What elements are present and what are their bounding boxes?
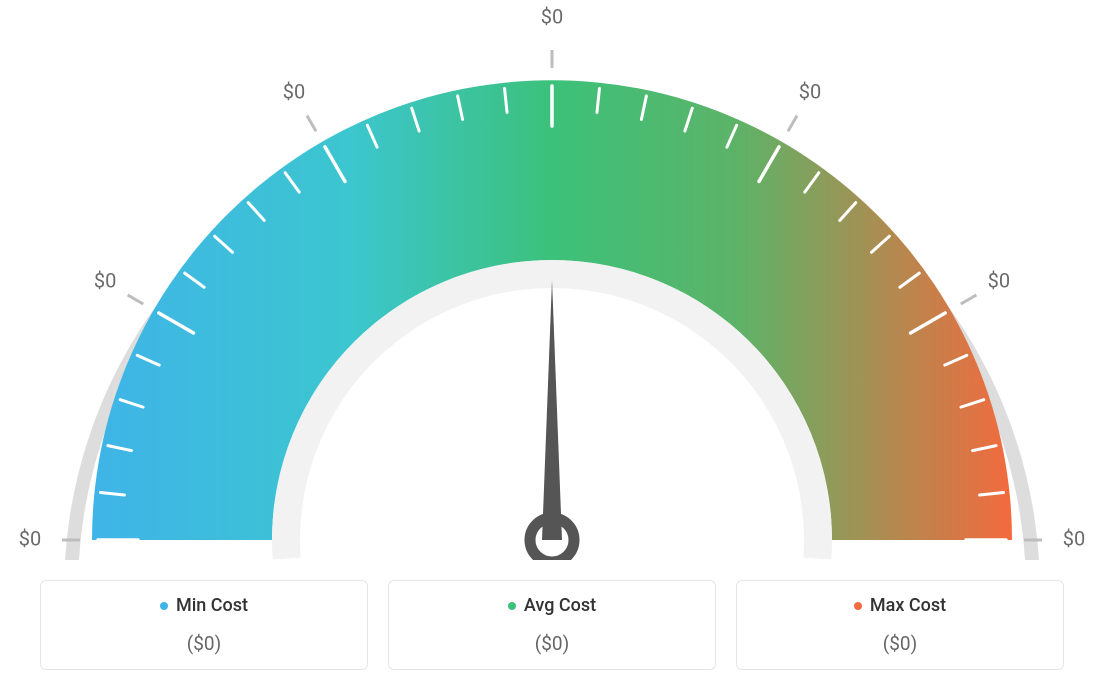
legend-dot-avg	[508, 602, 516, 610]
svg-text:$0: $0	[541, 4, 563, 28]
svg-text:$0: $0	[94, 268, 116, 292]
svg-text:$0: $0	[19, 526, 41, 550]
svg-text:$0: $0	[1063, 526, 1085, 550]
svg-text:$0: $0	[799, 79, 821, 103]
legend-box-max: Max Cost ($0)	[736, 580, 1064, 671]
legend-text-min: Min Cost	[176, 595, 248, 616]
legend-label-avg: Avg Cost	[508, 595, 596, 616]
legend-dot-min	[160, 602, 168, 610]
legend-label-min: Min Cost	[160, 595, 248, 616]
legend-value-avg: ($0)	[399, 632, 705, 655]
gauge-area: $0 $0 $0 $0 $0 $0 $0	[0, 0, 1104, 560]
legend-label-max: Max Cost	[854, 595, 946, 616]
svg-text:$0: $0	[283, 79, 305, 103]
legend-row: Min Cost ($0) Avg Cost ($0) Max Cost ($0…	[0, 580, 1104, 690]
legend-text-avg: Avg Cost	[524, 595, 596, 616]
legend-dot-max	[854, 602, 862, 610]
legend-value-max: ($0)	[747, 632, 1053, 655]
legend-box-min: Min Cost ($0)	[40, 580, 368, 671]
legend-text-max: Max Cost	[870, 595, 946, 616]
cost-gauge-widget: $0 $0 $0 $0 $0 $0 $0 Min Cost ($0) Avg Cost ($…	[0, 0, 1104, 690]
legend-box-avg: Avg Cost ($0)	[388, 580, 716, 671]
legend-value-min: ($0)	[51, 632, 357, 655]
svg-text:$0: $0	[988, 268, 1010, 292]
gauge-svg: $0 $0 $0 $0 $0 $0 $0	[0, 0, 1104, 560]
